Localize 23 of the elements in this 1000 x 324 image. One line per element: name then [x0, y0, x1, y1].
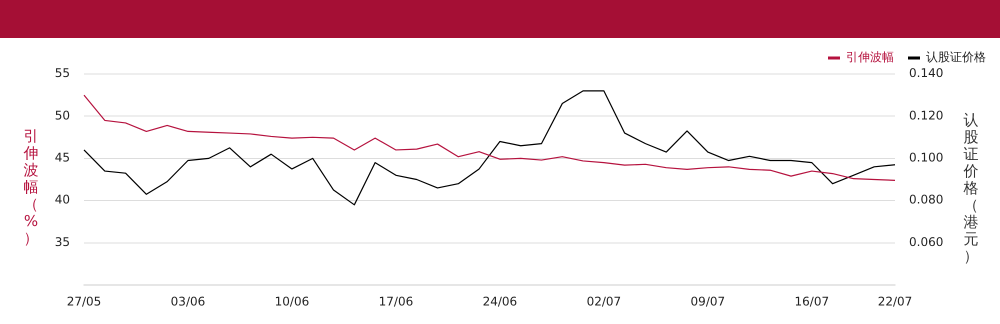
- y2-tick-label: 0.100: [909, 150, 944, 165]
- y-tick-label: 35: [54, 234, 70, 249]
- x-tick-label: 24/06: [482, 294, 518, 308]
- x-tick-label: 27/05: [66, 294, 102, 308]
- legend-label: 认股证价格: [926, 50, 986, 64]
- x-tick-label: 16/07: [794, 294, 830, 308]
- x-tick-label: 22/07: [878, 294, 912, 308]
- x-tick-label: 09/07: [690, 294, 726, 308]
- y2-tick-label: 0.060: [909, 234, 944, 249]
- legend-label: 引伸波幅: [846, 50, 894, 64]
- text: 认股证价格（港元）: [964, 111, 978, 265]
- y-axis-title: 引伸波幅（%）: [22, 127, 40, 247]
- x-tick-label: 10/06: [274, 294, 310, 308]
- x-tick-label: 02/07: [586, 294, 622, 308]
- y2-tick-label: 0.120: [909, 108, 944, 122]
- y-tick-label: 50: [54, 108, 70, 122]
- y2-tick-label: 0.140: [909, 66, 944, 80]
- x-tick-label: 03/06: [170, 294, 206, 308]
- y-tick-label: 55: [54, 66, 70, 80]
- y2-tick-label: 0.080: [909, 192, 944, 207]
- y-tick-label: 40: [54, 192, 70, 207]
- y-tick-label: 45: [54, 150, 70, 165]
- x-tick-label: 17/06: [378, 294, 414, 308]
